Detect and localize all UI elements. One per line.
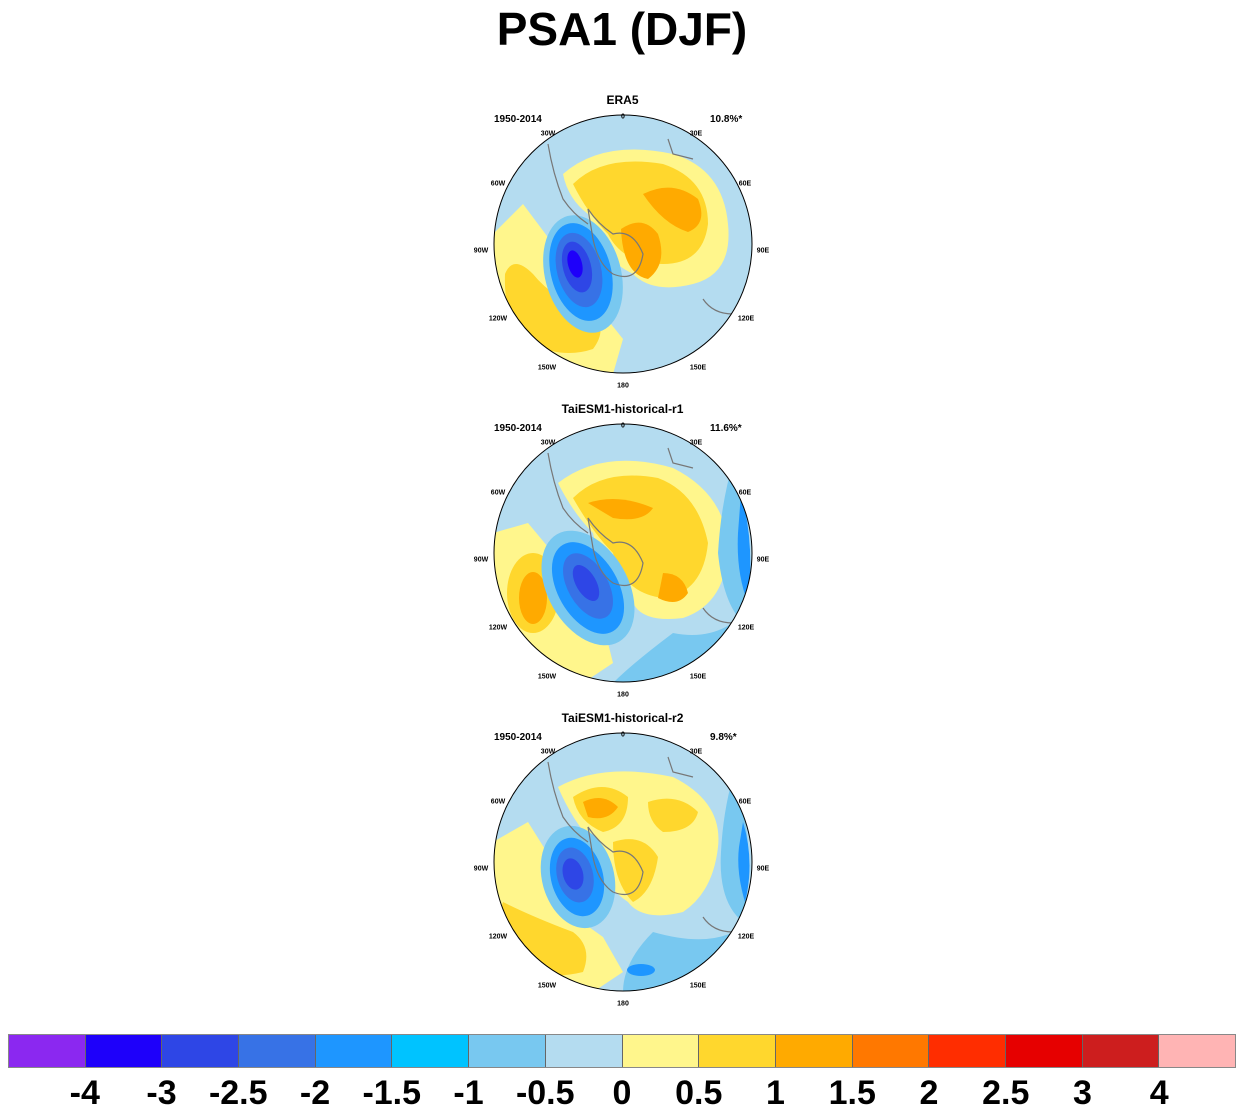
lon-label: 30W bbox=[540, 748, 556, 756]
panel-title: TaiESM1-historical-r1 bbox=[561, 402, 684, 416]
map-panel-taiesm1-r1: TaiESM1-historical-r1 1950-2014 11.6%* bbox=[470, 402, 775, 702]
lon-label: 120E bbox=[737, 315, 755, 323]
lon-label: 90W bbox=[473, 247, 489, 255]
lon-label: 180 bbox=[617, 691, 629, 699]
colorbar-swatch bbox=[1082, 1035, 1160, 1067]
lon-label: 30W bbox=[540, 130, 556, 138]
colorbar-swatch bbox=[699, 1035, 776, 1067]
colorbar-swatch bbox=[239, 1035, 316, 1067]
lon-label: 90E bbox=[756, 865, 770, 873]
lon-label: 150W bbox=[537, 982, 557, 990]
period-label: 1950-2014 bbox=[494, 114, 542, 125]
colorbar-tick-label: 1.5 bbox=[828, 1074, 876, 1112]
lon-label: 150E bbox=[689, 982, 707, 990]
polar-map bbox=[493, 732, 753, 992]
map-panel-taiesm1-r2: TaiESM1-historical-r2 1950-2014 9.8%* bbox=[470, 711, 775, 1011]
lon-label: 60E bbox=[738, 489, 752, 497]
lon-label: 60W bbox=[490, 798, 506, 806]
colorbar-tick-label: -4 bbox=[69, 1074, 100, 1112]
lon-label: 120W bbox=[488, 624, 508, 632]
period-label: 1950-2014 bbox=[494, 423, 542, 434]
lon-label: 90E bbox=[756, 556, 770, 564]
colorbar-tick-label: 1 bbox=[766, 1074, 785, 1112]
colorbar-swatch bbox=[315, 1035, 393, 1067]
colorbar-swatch bbox=[1005, 1035, 1083, 1067]
lon-label: 30E bbox=[689, 130, 703, 138]
lon-label: 150W bbox=[537, 364, 557, 372]
lon-label: 60E bbox=[738, 798, 752, 806]
map-panel-era5: ERA5 1950-2014 10.8%* 0 30E 60E 90E 120E bbox=[470, 93, 775, 393]
colorbar-swatch bbox=[775, 1035, 853, 1067]
colorbar-swatch bbox=[929, 1035, 1006, 1067]
lon-label: 120W bbox=[488, 315, 508, 323]
period-label: 1950-2014 bbox=[494, 732, 542, 743]
colorbar-swatch bbox=[545, 1035, 623, 1067]
lon-label: 120E bbox=[737, 624, 755, 632]
colorbar-tick-label: 2.5 bbox=[982, 1074, 1030, 1112]
lon-label: 30W bbox=[540, 439, 556, 447]
colorbar-tick-label: 2 bbox=[919, 1074, 939, 1112]
lon-label: 90W bbox=[473, 556, 489, 564]
colorbar-swatch bbox=[85, 1035, 163, 1067]
lon-label: 120E bbox=[737, 933, 755, 941]
colorbar-tick-label: -1.5 bbox=[362, 1074, 422, 1112]
colorbar-labels: -4 -3 -2.5 -2 -1.5 -1 -0.5 0 0.5 1 1.5 2 2.5 3 4 bbox=[8, 1074, 1236, 1114]
panel-title: TaiESM1-historical-r2 bbox=[561, 711, 684, 725]
lon-label: 60E bbox=[738, 180, 752, 188]
panel-title: ERA5 bbox=[606, 93, 639, 107]
colorbar bbox=[8, 1034, 1236, 1068]
lon-label: 30E bbox=[689, 748, 703, 756]
colorbar-swatch bbox=[622, 1035, 700, 1067]
lon-label: 120W bbox=[488, 933, 508, 941]
lon-label: 150E bbox=[689, 673, 707, 681]
lon-label: 30E bbox=[689, 439, 703, 447]
colorbar-swatch bbox=[1159, 1035, 1235, 1067]
lon-label: 150W bbox=[537, 673, 557, 681]
lon-label: 0 bbox=[621, 113, 625, 121]
colorbar-swatch bbox=[469, 1035, 546, 1067]
colorbar-tick-label: -0.5 bbox=[515, 1074, 575, 1112]
lon-label: 180 bbox=[617, 382, 629, 390]
lon-label: 0 bbox=[621, 422, 625, 430]
polar-map bbox=[493, 423, 753, 683]
colorbar-tick-label: 0 bbox=[612, 1074, 632, 1112]
colorbar-swatch bbox=[162, 1035, 240, 1067]
lon-label: 60W bbox=[490, 489, 506, 497]
colorbar-swatch bbox=[392, 1035, 470, 1067]
variance-label: 11.6%* bbox=[710, 423, 742, 434]
colorbar-tick-label: 0.5 bbox=[675, 1074, 723, 1112]
figure-title: PSA1 (DJF) bbox=[496, 3, 748, 55]
variance-label: 10.8%* bbox=[710, 114, 743, 125]
lon-label: 90W bbox=[473, 865, 489, 873]
lon-label: 0 bbox=[621, 731, 625, 739]
colorbar-tick-label: -2.5 bbox=[208, 1074, 268, 1112]
colorbar-tick-label: 4 bbox=[1149, 1074, 1169, 1112]
colorbar-tick-label: 3 bbox=[1073, 1074, 1092, 1112]
colorbar-tick-label: -3 bbox=[146, 1074, 177, 1112]
polar-map bbox=[493, 114, 753, 374]
lon-label: 150E bbox=[689, 364, 707, 372]
colorbar-swatch bbox=[852, 1035, 930, 1067]
variance-label: 9.8%* bbox=[710, 732, 737, 743]
colorbar-swatch bbox=[9, 1035, 86, 1067]
lon-label: 180 bbox=[617, 1000, 629, 1008]
lon-label: 60W bbox=[490, 180, 506, 188]
colorbar-tick-label: -1 bbox=[453, 1074, 484, 1112]
lon-label: 90E bbox=[756, 247, 770, 255]
colorbar-tick-label: -2 bbox=[299, 1074, 331, 1112]
